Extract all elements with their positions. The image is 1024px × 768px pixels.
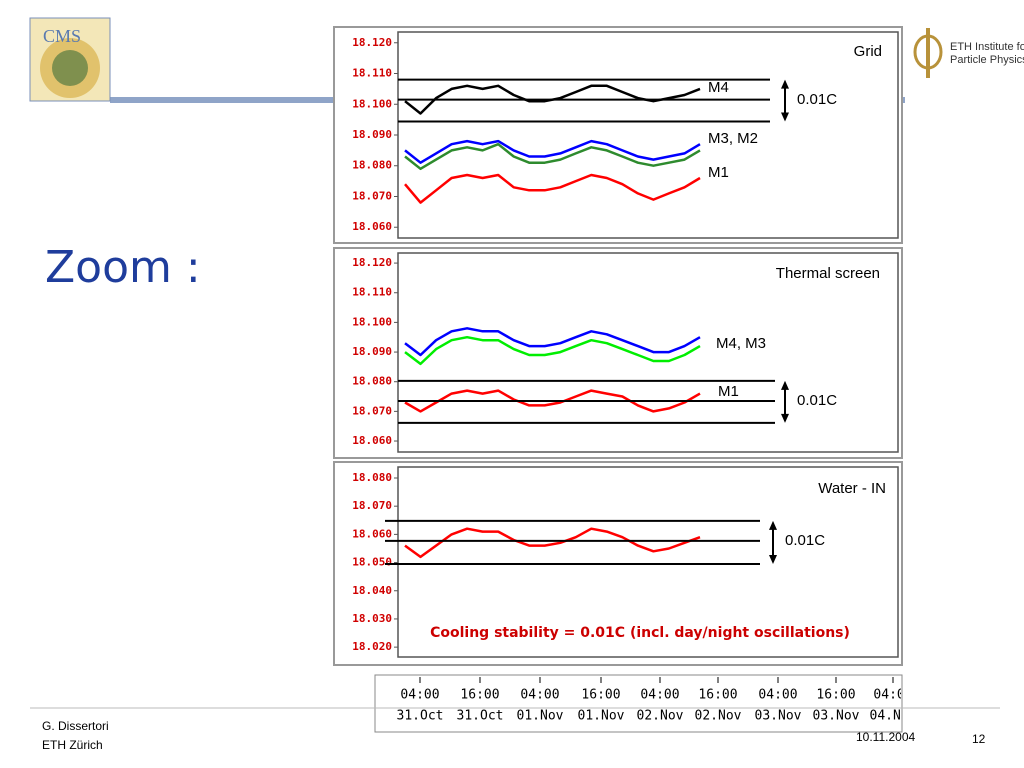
y-tick-label: 18.080 xyxy=(352,159,392,172)
cms-logo-text: CMS xyxy=(43,26,81,46)
x-tick-label: 16:00 xyxy=(460,688,499,703)
y-tick-label: 18.070 xyxy=(352,189,392,202)
x-tick-label: 04:00 xyxy=(640,688,679,703)
y-tick-label: 18.080 xyxy=(352,375,392,388)
y-tick-label: 18.060 xyxy=(352,220,392,233)
time-axis-box xyxy=(374,674,903,733)
series-line xyxy=(404,142,701,171)
y-tick-label: 18.100 xyxy=(352,97,392,110)
x-tick-label: 16:00 xyxy=(581,688,620,703)
x-tick-label: 04.Nov xyxy=(870,709,917,724)
series-line xyxy=(404,389,701,413)
y-tick-label: 18.030 xyxy=(352,612,392,625)
logo-text: ETH Institute for xyxy=(950,41,1024,53)
series-line xyxy=(404,173,701,204)
series-line xyxy=(404,335,701,366)
x-tick-label: 03.Nov xyxy=(755,709,802,724)
x-tick-label: 02.Nov xyxy=(637,709,684,724)
plot-frame xyxy=(397,466,899,658)
series-line xyxy=(404,327,701,357)
y-tick-label: 18.070 xyxy=(352,499,392,512)
y-tick-label: 18.080 xyxy=(352,471,392,484)
x-tick-label: 31.Oct xyxy=(397,709,444,724)
arrow-head xyxy=(781,79,789,122)
x-tick-label: 16:00 xyxy=(698,688,737,703)
arrow-head xyxy=(769,520,777,564)
page-number: 12 xyxy=(972,732,986,746)
y-tick-label: 18.090 xyxy=(352,345,392,358)
annotation: M4, M3 xyxy=(716,335,766,352)
eth-logo: ETH Institute for Particle Physics xyxy=(913,28,1024,78)
y-tick-label: 18.100 xyxy=(352,315,392,328)
cms-logo: CMS xyxy=(29,17,111,102)
x-tick-label: 01.Nov xyxy=(517,709,564,724)
chart-title: Water - IN xyxy=(818,480,886,497)
plots: 18.060 18.070 18.080 18.090 18.100 18.110 18.1… xyxy=(352,31,899,658)
x-tick-label: 31.Oct xyxy=(457,709,504,724)
annotation: M4 xyxy=(708,79,729,96)
annotation: M1 xyxy=(708,164,729,181)
chart-subtitle: Cooling stability = 0.01C (incl. day/nig… xyxy=(430,625,850,641)
annotation: 0.01C xyxy=(785,532,825,549)
slide-title: Zoom : xyxy=(45,242,201,293)
x-tick-label: 04:00 xyxy=(758,688,797,703)
logo-text: Particle Physics xyxy=(950,54,1024,66)
annotation: M3, M2 xyxy=(708,130,758,147)
y-tick-label: 18.120 xyxy=(352,256,392,269)
annotation: 0.01C xyxy=(797,91,837,108)
chart-title: Grid xyxy=(854,43,882,60)
x-tick-label: 03.Nov xyxy=(813,709,860,724)
x-tick-label: 04:00 xyxy=(400,688,439,703)
affiliation: ETH Zürich xyxy=(42,738,103,752)
series-line xyxy=(404,139,701,164)
time-axis: 04:00 31.Oct 16:00 31.Oct 04:00 01.Nov 16:00 01… xyxy=(397,677,917,724)
y-tick-label: 18.110 xyxy=(352,286,392,299)
x-tick-label: 02.Nov xyxy=(695,709,742,724)
y-tick-label: 18.020 xyxy=(352,640,392,653)
author: G. Dissertori xyxy=(42,719,109,733)
x-tick-label: 04:00 xyxy=(873,688,912,703)
x-tick-label: 01.Nov xyxy=(578,709,625,724)
date: 10.11.2004 xyxy=(856,730,915,744)
x-tick-label: 16:00 xyxy=(816,688,855,703)
x-tick-label: 04:00 xyxy=(520,688,559,703)
y-tick-label: 18.040 xyxy=(352,584,392,597)
y-tick-label: 18.120 xyxy=(352,36,392,49)
y-tick-label: 18.070 xyxy=(352,404,392,417)
annotation: M1 xyxy=(718,383,739,400)
panel xyxy=(333,26,903,244)
arrow-head xyxy=(781,380,789,423)
y-tick-label: 18.060 xyxy=(352,434,392,447)
y-tick-label: 18.110 xyxy=(352,67,392,80)
annotation: 0.01C xyxy=(797,392,837,409)
series-line xyxy=(404,527,701,559)
y-tick-label: 18.090 xyxy=(352,128,392,141)
y-tick-label: 18.060 xyxy=(352,527,392,540)
y-tick-label: 18.050 xyxy=(352,556,392,569)
chart-title: Thermal screen xyxy=(776,265,880,282)
